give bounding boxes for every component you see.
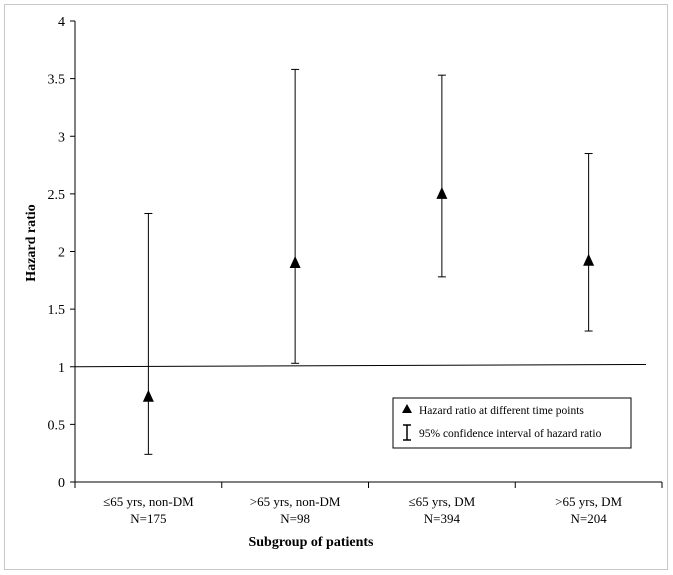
reference-line-hr-1 [74,363,647,368]
y-tick-label: 3 [58,130,65,145]
data-marks [142,68,595,455]
ci-error-bar [437,74,446,278]
x-tick-label: ≤65 yrs, non-DM [103,494,194,509]
y-tick-label: 1 [58,361,65,376]
y-tick-label: 3.5 [48,73,66,88]
legend-ci-label: 95% confidence interval of hazard ratio [419,428,602,440]
ci-error-bar [291,68,300,364]
legend-ci-bar-icon [403,424,411,441]
x-tick-sublabel: N=204 [571,511,608,526]
hazard-ratio-point [142,389,154,402]
ci-error-bar [584,153,593,332]
legend-point-label: Hazard ratio at different time points [419,405,584,417]
hazard-ratio-point [583,253,595,266]
y-ticks: 0 0.5 1 1.5 2 2.5 3 3.5 4 [48,15,75,491]
legend-box [392,397,632,449]
x-tick-label: >65 yrs, DM [555,494,622,509]
x-axis-label: Subgroup of patients [248,535,374,550]
legend-triangle-marker-icon [402,404,412,413]
y-tick-label: 1.5 [48,303,66,318]
x-tick-sublabel: N=175 [130,511,166,526]
x-tick-sublabel: N=98 [280,511,310,526]
legend: Hazard ratio at different time points 95… [392,397,632,449]
y-tick-label: 4 [58,15,65,30]
y-axis-label: Hazard ratio [24,204,39,281]
y-tick-label: 2.5 [48,188,66,203]
y-tick-label: 0 [58,476,65,491]
y-tick-label: 0.5 [48,418,66,433]
hazard-ratio-point [436,186,448,199]
x-tick-label: ≤65 yrs, DM [409,494,476,509]
hazard-ratio-point [289,256,301,269]
x-tick-label: >65 yrs, non-DM [250,494,341,509]
x-tick-sublabel: N=394 [424,511,461,526]
y-tick-label: 2 [58,246,65,261]
ci-error-bar [144,212,153,455]
chart-frame [4,4,668,570]
x-ticks: ≤65 yrs, non-DM N=175 >65 yrs, non-DM N=98 ≤… [74,482,663,526]
